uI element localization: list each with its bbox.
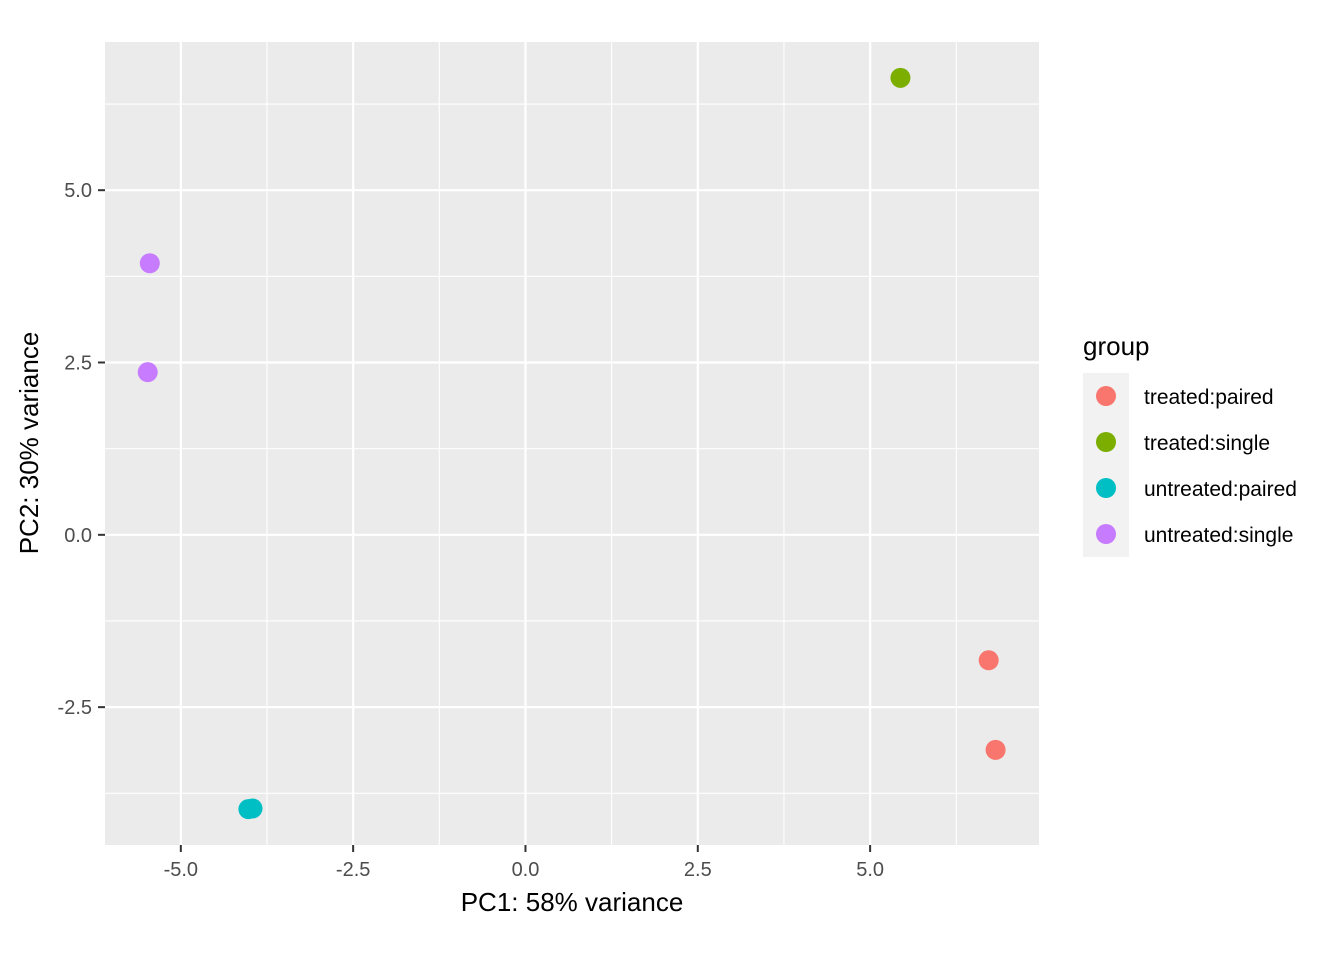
x-tick-label: -2.5	[336, 859, 370, 881]
legend-key	[1096, 386, 1116, 406]
legend-label: treated:paired	[1144, 386, 1274, 409]
legend-title: group	[1083, 331, 1150, 361]
minor-gridlines	[105, 42, 1039, 845]
y-tick-label: 2.5	[64, 353, 92, 375]
x-tick-label: 5.0	[856, 859, 884, 881]
legend-key	[1096, 524, 1116, 544]
data-point	[242, 798, 263, 819]
x-axis-title: PC1: 58% variance	[461, 887, 684, 917]
data-point	[137, 362, 158, 383]
data-point	[139, 253, 160, 274]
legend-label: untreated:paired	[1144, 478, 1297, 501]
data-point	[985, 739, 1006, 760]
x-tick-label: -5.0	[164, 859, 198, 881]
major-gridlines	[105, 42, 1039, 845]
y-axis: -2.5 0.0 2.5 5.0	[58, 180, 105, 719]
data-points	[137, 67, 1006, 820]
data-point	[890, 67, 911, 88]
x-tick-label: 0.0	[512, 859, 540, 881]
y-tick-label: 5.0	[64, 180, 92, 202]
legend-label: treated:single	[1144, 432, 1270, 455]
legend: group treated:paired treated:single untrea…	[1083, 331, 1297, 557]
legend-key	[1096, 432, 1116, 452]
x-axis: -5.0 -2.5 0.0 2.5 5.0	[164, 845, 884, 881]
data-point	[978, 650, 999, 671]
y-tick-label: -2.5	[58, 697, 92, 719]
legend-key	[1096, 478, 1116, 498]
y-axis-title: PC2: 30% variance	[14, 332, 44, 555]
y-tick-label: 0.0	[64, 525, 92, 547]
legend-label: untreated:single	[1144, 524, 1293, 547]
plot-panel	[105, 42, 1039, 845]
x-tick-label: 2.5	[684, 859, 712, 881]
